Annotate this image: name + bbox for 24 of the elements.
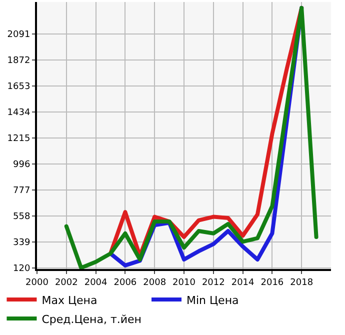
- x-tick-label: 2004: [84, 278, 108, 288]
- x-tick-label: 2014: [231, 278, 255, 288]
- y-tick-label: 120: [13, 264, 30, 274]
- x-tick-label: 2018: [290, 278, 314, 288]
- x-tick-label: 2008: [143, 278, 166, 288]
- y-tick-label: 996: [13, 160, 30, 170]
- x-tick-label: 2000: [26, 278, 49, 288]
- x-tick-label: 2006: [114, 278, 137, 288]
- x-tick-label: 2002: [54, 278, 78, 288]
- y-tick-label: 558: [13, 212, 30, 222]
- x-tick-label: 2016: [260, 278, 284, 288]
- x-tick-label: 2010: [172, 278, 196, 288]
- y-tick-label: 1434: [7, 108, 30, 118]
- legend-label: Min Цена: [186, 294, 239, 307]
- line-series: [64, 6, 318, 269]
- legend-label: Сред.Цена, т.йен: [42, 312, 142, 326]
- x-tick-label: 2012: [202, 278, 225, 288]
- y-tick-label: 1872: [7, 56, 30, 66]
- y-tick-label: 777: [13, 186, 30, 196]
- y-tick-label: 339: [13, 238, 30, 248]
- y-tick-label: 1653: [7, 82, 30, 92]
- y-tick-label: 2091: [7, 30, 30, 40]
- legend-label: Max Цена: [42, 294, 98, 307]
- y-tick-label: 1215: [7, 134, 30, 144]
